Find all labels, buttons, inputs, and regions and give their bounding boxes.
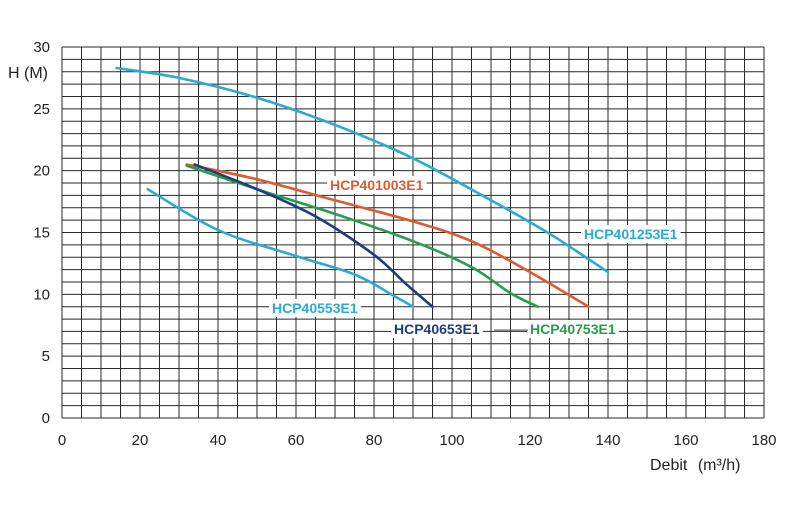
y-tick-label: 0 bbox=[42, 410, 50, 427]
series-label-hcp40753e1: HCP40753E1 bbox=[530, 321, 616, 337]
series-line-hcp40653e1 bbox=[193, 163, 434, 308]
series-label-background bbox=[269, 299, 361, 317]
y-tick-label: 30 bbox=[33, 39, 50, 56]
series-label-hcp401253e1: HCP401253E1 bbox=[584, 226, 678, 242]
series-label-hcp40553e1: HCP40553E1 bbox=[272, 300, 358, 316]
series-line-hcp401003e1 bbox=[185, 163, 590, 308]
series-labels: HCP401253E1 HCP401003E1 HCP40753E1 HCP40653… bbox=[269, 176, 681, 338]
y-axis-title: H (M) bbox=[8, 65, 48, 82]
series-line-hcp401253e1 bbox=[115, 66, 610, 274]
x-tick-label: 60 bbox=[288, 432, 305, 449]
x-axis-title: Debit (m³/h) bbox=[650, 457, 740, 474]
series-label-background bbox=[581, 225, 681, 243]
series-label-hcp40653e1: HCP40653E1 bbox=[394, 321, 480, 337]
x-tick-label: 20 bbox=[132, 432, 149, 449]
x-axis-unit: (m³/h) bbox=[698, 457, 741, 474]
x-tick-label: 180 bbox=[751, 432, 776, 449]
series-label-hcp401003e1: HCP401003E1 bbox=[330, 177, 424, 193]
y-tick-label: 5 bbox=[42, 348, 50, 365]
y-tick-label: 10 bbox=[33, 286, 50, 303]
x-tick-label: 0 bbox=[58, 432, 66, 449]
x-tick-label: 160 bbox=[673, 432, 698, 449]
x-tick-label: 140 bbox=[595, 432, 620, 449]
series-line-hcp40553e1 bbox=[146, 187, 415, 308]
y-tick-label: 25 bbox=[33, 101, 50, 118]
x-tick-label: 100 bbox=[439, 432, 464, 449]
y-tick-label: 20 bbox=[33, 163, 50, 180]
tick-labels: 0 20 40 60 80 100 120 140 160 180 0 5 10 15 20 25 30 bbox=[33, 39, 776, 449]
grid bbox=[61, 46, 765, 419]
x-tick-label: 80 bbox=[366, 432, 383, 449]
series-label-background bbox=[391, 320, 483, 338]
x-axis-title-text: Debit bbox=[650, 457, 688, 474]
x-tick-label: 40 bbox=[210, 432, 227, 449]
y-tick-label: 15 bbox=[33, 225, 50, 242]
series-label-background bbox=[527, 320, 619, 338]
series-label-background bbox=[327, 176, 427, 194]
x-tick-label: 120 bbox=[517, 432, 542, 449]
series-lines bbox=[115, 66, 610, 308]
